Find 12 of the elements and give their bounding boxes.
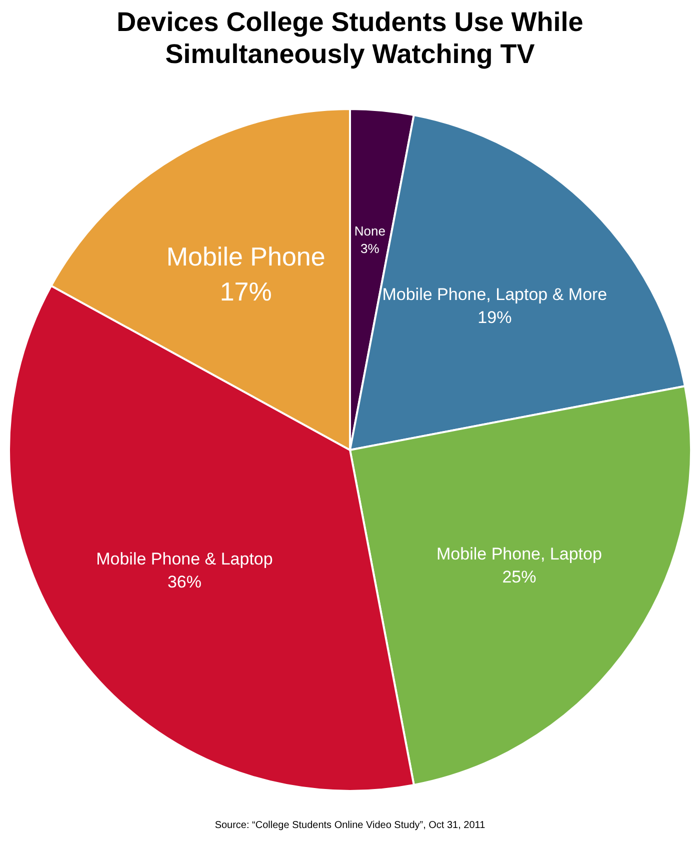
source-note: Source: “College Students Online Video Study”, Oct 31, 2011 <box>214 820 486 831</box>
data-label: 17% <box>220 276 272 307</box>
data-label: 36% <box>167 572 202 592</box>
slice-label: Mobile Phone, Laptop & More <box>382 284 608 304</box>
slice-label: Mobile Phone, Laptop <box>436 544 602 564</box>
slice-label: Mobile Phone & Laptop <box>96 550 273 569</box>
chart-title: Devices College Students Use While Simultaneously Watching TV <box>116 6 584 71</box>
data-label: 25% <box>502 567 536 586</box>
slice-label: Mobile Phone <box>166 241 326 272</box>
data-label: 3% <box>360 240 380 256</box>
slice-label: None <box>354 223 386 238</box>
data-label: 19% <box>478 308 512 327</box>
